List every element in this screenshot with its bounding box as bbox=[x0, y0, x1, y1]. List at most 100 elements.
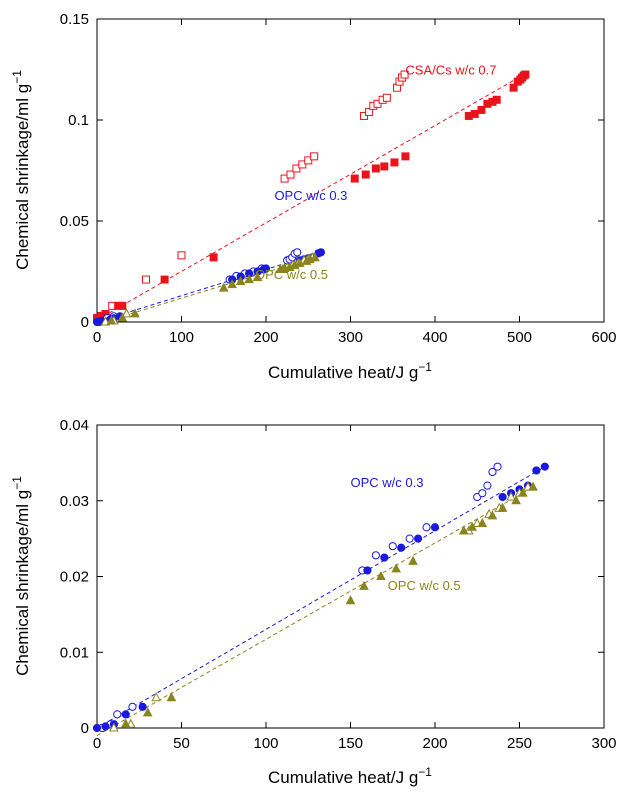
filled-triangle-marker bbox=[376, 570, 386, 580]
filled-square-marker bbox=[509, 83, 518, 92]
open-square-marker bbox=[373, 99, 382, 108]
filled-triangle-marker bbox=[458, 525, 469, 535]
fit-lines bbox=[96, 466, 546, 737]
open-triangle-marker bbox=[506, 491, 516, 501]
open-square-marker bbox=[292, 164, 301, 173]
filled-triangle-marker bbox=[487, 510, 498, 520]
filled-square-marker bbox=[521, 70, 530, 79]
filled-circle-marker bbox=[430, 523, 440, 532]
open-circle-marker bbox=[371, 551, 380, 560]
series-label: CSA/Cs w/c 0.7 bbox=[405, 63, 496, 78]
filled-triangle-marker bbox=[130, 308, 140, 318]
filled-square-marker bbox=[470, 109, 479, 118]
filled-triangle-marker bbox=[477, 517, 488, 527]
y-axis-label-main: Chemical shrinkage/ml g bbox=[13, 84, 32, 270]
filled-triangle-marker bbox=[120, 718, 131, 728]
filled-triangle-marker bbox=[252, 271, 263, 282]
data-points bbox=[92, 462, 549, 733]
plot-frame bbox=[96, 424, 605, 729]
open-square-marker bbox=[280, 174, 289, 183]
filled-triangle-marker bbox=[511, 495, 521, 505]
open-circle-marker bbox=[405, 534, 414, 543]
filled-circle-marker bbox=[532, 466, 541, 475]
y-tick-label: 0.05 bbox=[60, 213, 89, 230]
filled-triangle-marker bbox=[359, 580, 369, 590]
y-tick-label: 0.15 bbox=[60, 11, 89, 28]
filled-triangle-marker bbox=[244, 274, 254, 284]
filled-triangle-marker bbox=[497, 502, 508, 512]
open-square-marker bbox=[286, 170, 295, 179]
y-axis-label-sup: −1 bbox=[10, 70, 24, 84]
filled-circle-marker bbox=[261, 264, 271, 273]
open-circle-marker bbox=[293, 248, 302, 257]
y-axis-label-main: Chemical shrinkage/ml g bbox=[13, 490, 32, 676]
open-circle-marker bbox=[128, 702, 137, 711]
open-square-marker bbox=[382, 93, 391, 102]
open-circle-marker bbox=[422, 523, 431, 532]
filled-square-marker bbox=[380, 162, 389, 171]
open-circle-marker bbox=[493, 462, 502, 471]
x-axis-label-main: Cumulative heat/J g bbox=[268, 363, 418, 382]
open-circle-marker bbox=[388, 542, 397, 551]
filled-triangle-marker bbox=[166, 692, 177, 702]
y-tick-label: 0 bbox=[81, 720, 89, 737]
filled-square-marker bbox=[371, 164, 380, 173]
filled-square-marker bbox=[390, 158, 399, 167]
y-tick-label: 0.03 bbox=[60, 493, 89, 510]
fit-line bbox=[96, 74, 524, 321]
open-circle-marker bbox=[483, 481, 492, 490]
x-axis-label: Cumulative heat/J g−1 bbox=[268, 765, 432, 787]
x-tick-label: 0 bbox=[93, 329, 101, 346]
filled-triangle-marker bbox=[528, 481, 538, 491]
x-tick-label: 200 bbox=[253, 329, 278, 346]
x-tick-label: 300 bbox=[338, 329, 363, 346]
open-circle-marker bbox=[478, 489, 487, 498]
filled-triangle-marker bbox=[235, 276, 246, 286]
open-square-marker bbox=[142, 275, 151, 284]
filled-triangle-marker bbox=[117, 312, 128, 322]
x-tick-label: 0 bbox=[93, 735, 101, 752]
filled-circle-marker bbox=[540, 462, 549, 471]
open-circle-marker bbox=[488, 467, 497, 477]
filled-circle-marker bbox=[92, 723, 102, 733]
series-labels: OPC w/c 0.3 OPC w/c 0.5 bbox=[351, 475, 461, 593]
fit-line bbox=[96, 486, 534, 737]
x-tick-label: 150 bbox=[338, 735, 363, 752]
filled-circle-marker bbox=[121, 710, 130, 719]
filled-square-marker bbox=[361, 170, 370, 179]
open-triangle-marker bbox=[109, 722, 119, 732]
filled-triangle-marker bbox=[467, 521, 478, 531]
series-label: OPC w/c 0.5 bbox=[255, 267, 328, 282]
y-axis-label-sup: −1 bbox=[10, 476, 24, 490]
filled-triangle-marker bbox=[310, 252, 320, 262]
filled-circle-marker bbox=[363, 566, 372, 575]
open-square-marker bbox=[360, 111, 369, 120]
series-label: OPC w/c 0.5 bbox=[388, 578, 461, 593]
filled-square-marker bbox=[209, 253, 218, 262]
series-label: OPC w/c 0.3 bbox=[351, 475, 424, 490]
x-tick-label: 400 bbox=[422, 329, 447, 346]
data-points bbox=[92, 70, 530, 327]
x-tick-label: 100 bbox=[253, 735, 278, 752]
filled-triangle-marker bbox=[391, 563, 401, 573]
filled-circle-marker bbox=[380, 553, 389, 562]
filled-circle-marker bbox=[316, 248, 326, 257]
open-square-marker bbox=[177, 251, 186, 260]
x-axis-label: Cumulative heat/J g−1 bbox=[268, 360, 432, 382]
x-tick-label: 200 bbox=[422, 735, 447, 752]
filled-triangle-marker bbox=[106, 315, 117, 325]
x-tick-label: 50 bbox=[173, 735, 190, 752]
y-tick-label: 0 bbox=[81, 314, 89, 331]
filled-square-marker bbox=[477, 105, 486, 114]
open-square-marker bbox=[310, 152, 319, 161]
open-square-marker bbox=[298, 160, 307, 169]
axis-ticks: 0 100 200 300 400 500 600 0 0.05 0.1 0.15 bbox=[60, 11, 617, 346]
y-tick-label: 0.02 bbox=[60, 569, 89, 586]
y-axis-label: Chemical shrinkage/ml g−1 bbox=[10, 476, 32, 676]
filled-triangle-marker bbox=[142, 707, 153, 717]
open-circle-marker bbox=[113, 710, 122, 719]
open-square-marker bbox=[365, 107, 374, 116]
filled-circle-marker bbox=[498, 492, 507, 502]
fit-line bbox=[96, 466, 546, 729]
